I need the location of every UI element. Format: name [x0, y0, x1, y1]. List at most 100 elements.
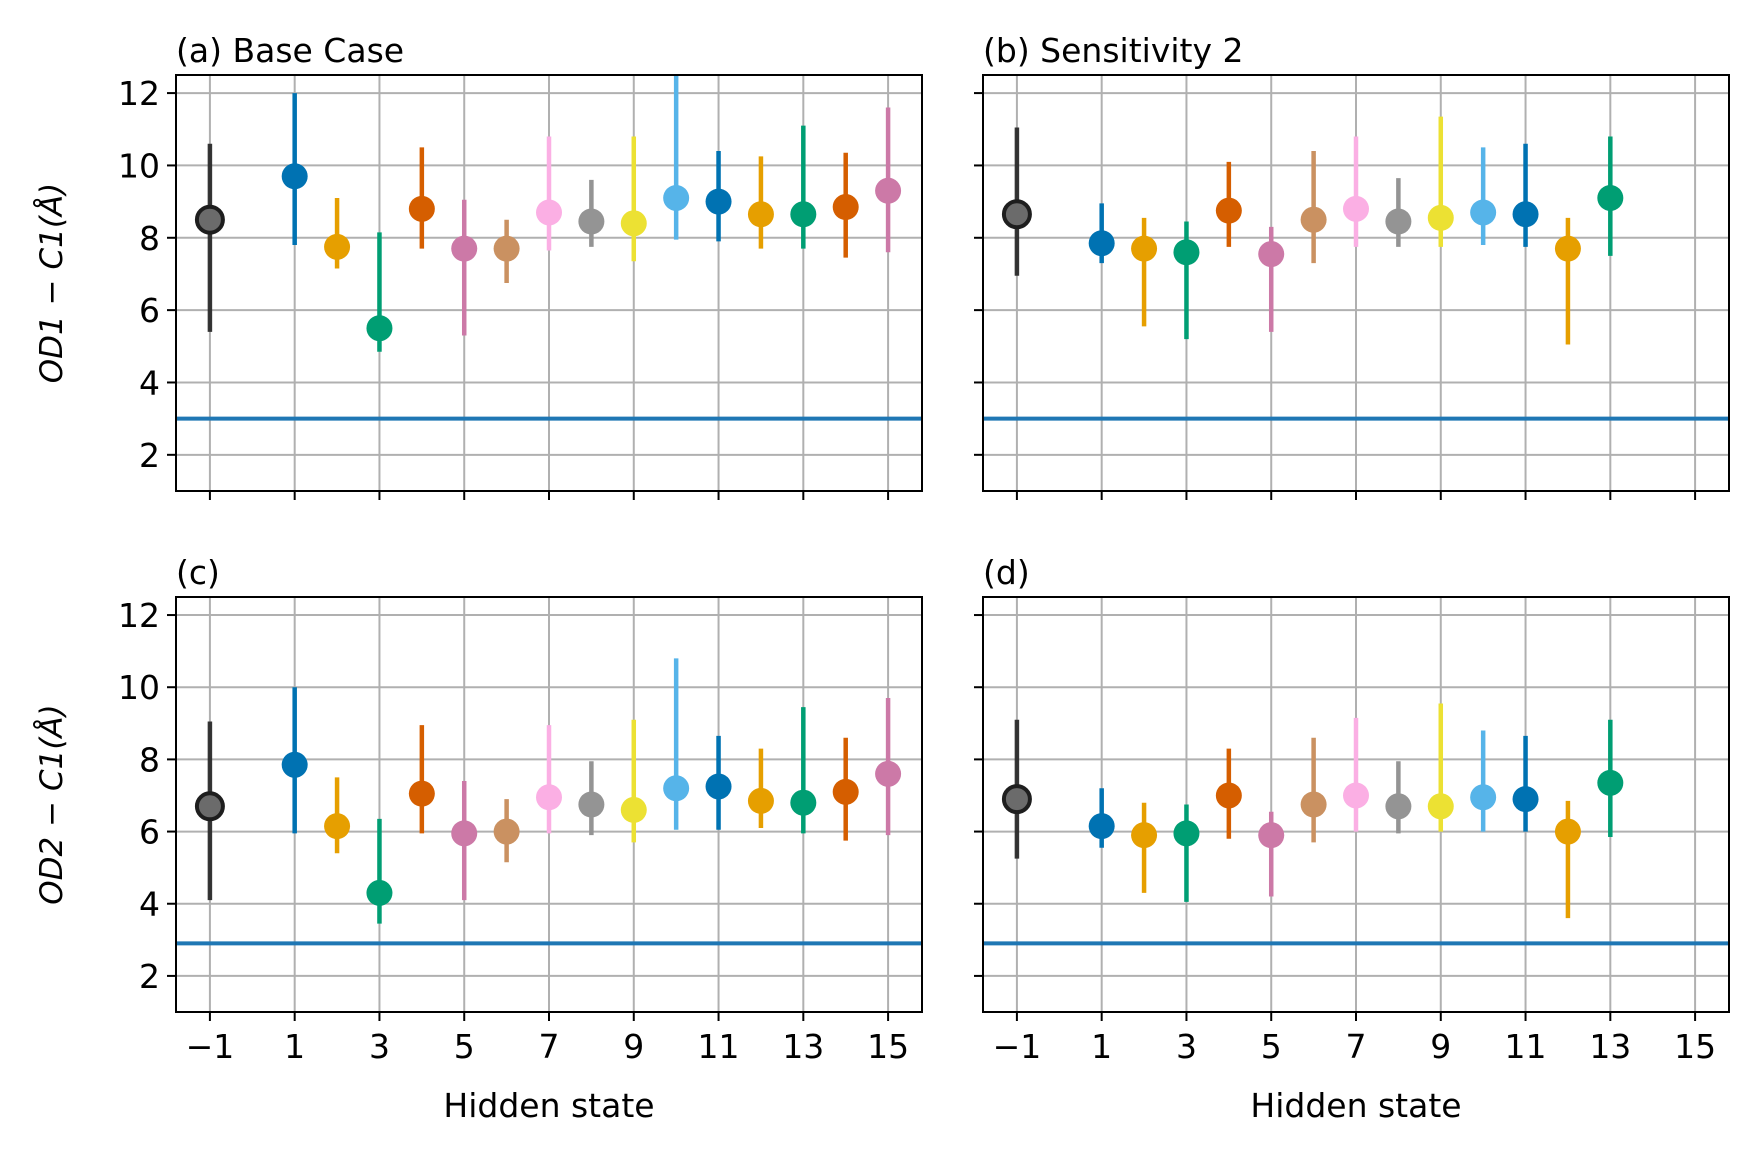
y-tick-label: 4 — [139, 363, 160, 402]
data-point-state-12 — [1554, 217, 1581, 345]
data-point-state-13 — [790, 707, 817, 834]
data-point-state-7 — [1343, 136, 1369, 247]
data-point-state--1 — [1001, 719, 1032, 859]
data-point-state-8 — [1385, 761, 1412, 834]
data-point-state-11 — [705, 735, 732, 830]
x-tick-label: −1 — [993, 1027, 1042, 1066]
x-tick-label: 13 — [1589, 1027, 1631, 1066]
y-axis-label: OD1 − C1(Å) — [34, 183, 70, 383]
marker — [493, 818, 520, 845]
data-point-state--1 — [194, 143, 225, 332]
marker — [1512, 786, 1539, 813]
data-point-state-1 — [1088, 203, 1115, 264]
marker — [1001, 784, 1032, 815]
data-point-state-13 — [1597, 136, 1624, 256]
panel-title: (d) — [983, 553, 1030, 592]
data-point-state-3 — [1173, 804, 1200, 902]
marker — [747, 787, 774, 814]
marker — [790, 789, 817, 816]
marker — [1258, 241, 1285, 268]
data-point-state-6 — [493, 219, 520, 283]
data-point-state-12 — [1554, 800, 1581, 919]
data-point-state-15 — [875, 107, 902, 253]
x-tick-label: 1 — [1091, 1027, 1112, 1066]
marker — [663, 775, 690, 802]
data-point-state-1 — [281, 687, 308, 834]
marker — [408, 195, 435, 222]
marker — [1215, 782, 1242, 809]
data-point-state-6 — [1300, 737, 1327, 843]
marker — [536, 784, 562, 811]
y-tick-label: 4 — [139, 885, 160, 924]
marker — [1215, 197, 1242, 224]
data-point-state-12 — [747, 156, 774, 249]
data-point-state-9 — [620, 719, 647, 843]
data-point-state-15 — [875, 698, 902, 836]
data-point-state-3 — [366, 232, 393, 352]
marker — [1300, 206, 1327, 233]
marker — [790, 201, 817, 228]
marker — [1343, 195, 1369, 222]
marker — [366, 315, 393, 342]
data-point-state-7 — [1343, 717, 1369, 832]
marker — [747, 201, 774, 228]
marker — [536, 199, 562, 226]
x-tick-label: 3 — [369, 1027, 390, 1066]
marker — [281, 751, 308, 778]
marker — [324, 813, 351, 840]
marker — [578, 208, 605, 235]
marker — [493, 235, 520, 262]
marker — [366, 879, 393, 906]
data-point-state-1 — [281, 93, 308, 246]
x-tick-label: 15 — [867, 1027, 909, 1066]
marker — [832, 194, 859, 221]
marker — [1470, 199, 1497, 226]
x-tick-label: 3 — [1176, 1027, 1197, 1066]
marker — [194, 791, 225, 822]
x-tick-label: 9 — [623, 1027, 644, 1066]
data-point-state-5 — [451, 781, 478, 901]
y-tick-label: 10 — [118, 146, 160, 185]
marker — [1554, 235, 1581, 262]
y-tick-label: 8 — [139, 740, 160, 779]
data-point-state-6 — [493, 799, 520, 863]
data-point-state-13 — [790, 125, 817, 249]
data-point-state-2 — [1131, 217, 1158, 327]
data-point-state-8 — [578, 179, 605, 247]
data-points — [194, 75, 902, 352]
data-point-state-13 — [1597, 719, 1624, 837]
data-point-state-11 — [1512, 143, 1539, 247]
y-tick-label: 2 — [139, 436, 160, 475]
marker — [1173, 820, 1200, 847]
data-point-state-14 — [832, 152, 859, 258]
marker — [1088, 230, 1115, 257]
marker — [1131, 822, 1158, 849]
panel-a: 2 4 6 8 10 12 (a) Base Case OD1 − C1(Å) — [34, 31, 923, 500]
x-axis-label: Hidden state — [443, 1086, 654, 1125]
marker — [1385, 793, 1412, 820]
data-point-state-1 — [1088, 788, 1115, 848]
panel-title: (c) — [176, 553, 220, 592]
marker — [578, 791, 605, 818]
marker — [408, 780, 435, 807]
marker — [451, 235, 478, 262]
marker — [1427, 204, 1454, 231]
data-point-state-12 — [747, 748, 774, 828]
data-points — [194, 658, 902, 924]
panel-title: (b) Sensitivity 2 — [983, 31, 1243, 70]
data-point-state-2 — [324, 777, 351, 854]
data-point-state-4 — [408, 725, 435, 834]
y-tick-label: 8 — [139, 219, 160, 258]
data-point-state-2 — [324, 197, 351, 269]
data-point-state-10 — [1470, 147, 1497, 246]
marker — [1300, 791, 1327, 818]
x-tick-label: 11 — [698, 1027, 740, 1066]
data-point-state-7 — [536, 136, 562, 251]
y-tick-label: 12 — [118, 596, 160, 635]
panel-b: (b) Sensitivity 2 — [974, 31, 1730, 500]
marker — [1385, 208, 1412, 235]
marker — [832, 778, 859, 805]
data-point-state-3 — [1173, 221, 1200, 340]
y-tick-label: 2 — [139, 957, 160, 996]
